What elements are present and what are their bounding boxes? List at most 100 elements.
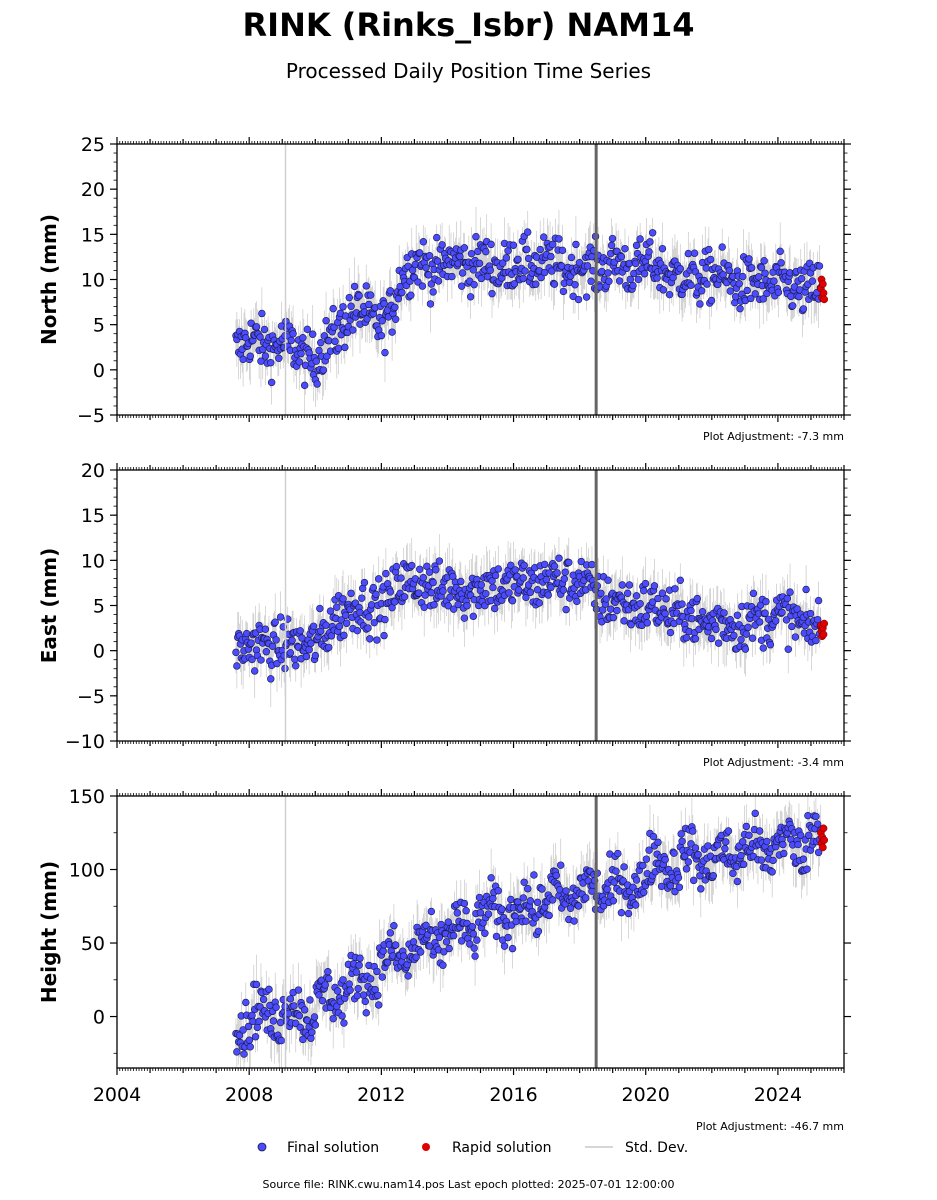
final-point — [311, 651, 320, 660]
final-point — [643, 619, 651, 627]
final-point — [305, 646, 313, 654]
final-point — [573, 597, 581, 606]
final-point — [688, 614, 696, 623]
final-point — [698, 287, 706, 295]
final-point — [276, 1018, 285, 1027]
final-point — [776, 247, 784, 256]
final-point — [739, 272, 747, 281]
final-point — [676, 576, 684, 585]
final-point — [372, 590, 380, 599]
final-point — [747, 264, 756, 272]
final-point — [813, 615, 822, 624]
final-point — [731, 298, 739, 307]
final-point — [607, 241, 616, 250]
final-point — [604, 269, 612, 277]
final-point — [548, 267, 556, 275]
final-point — [547, 583, 555, 592]
final-point — [549, 240, 557, 249]
final-point — [433, 233, 441, 242]
final-point — [416, 948, 425, 956]
final-point — [502, 254, 511, 262]
final-point — [388, 328, 396, 336]
final-point — [359, 991, 368, 999]
final-point — [267, 358, 275, 367]
final-point — [772, 617, 780, 625]
final-point — [454, 600, 462, 609]
final-point — [338, 1012, 346, 1020]
final-point — [648, 229, 657, 237]
final-point — [457, 937, 466, 945]
final-point — [540, 560, 549, 569]
plot-area — [232, 796, 829, 1068]
final-point — [437, 920, 445, 929]
final-point — [269, 1017, 278, 1025]
final-point — [404, 972, 412, 980]
final-point — [373, 636, 381, 644]
final-point — [653, 274, 661, 282]
final-point — [588, 560, 596, 569]
final-point — [375, 1001, 383, 1009]
final-point — [696, 300, 704, 308]
final-point — [482, 589, 490, 598]
final-point — [642, 612, 651, 620]
final-point — [295, 358, 304, 366]
final-point — [329, 1014, 337, 1023]
final-point — [324, 967, 332, 976]
final-point — [298, 634, 306, 642]
final-point — [239, 355, 247, 364]
final-point — [342, 619, 351, 627]
final-point — [615, 277, 624, 285]
final-point — [340, 631, 348, 640]
final-point — [645, 248, 653, 256]
final-point — [812, 636, 820, 645]
final-point — [808, 277, 817, 285]
final-point — [318, 997, 327, 1005]
final-point — [514, 255, 522, 264]
final-point — [477, 581, 486, 589]
final-point — [618, 581, 626, 589]
final-point — [350, 282, 359, 291]
final-point — [323, 352, 331, 360]
final-point — [621, 244, 629, 253]
final-point — [676, 264, 684, 273]
final-point — [252, 323, 261, 331]
final-point — [491, 571, 500, 580]
final-point — [349, 326, 357, 334]
final-point — [251, 667, 259, 675]
final-point — [519, 894, 527, 902]
final-point — [240, 1050, 248, 1058]
final-points — [232, 809, 825, 1058]
final-point — [774, 288, 783, 297]
final-point — [415, 589, 423, 597]
final-point — [400, 593, 409, 601]
final-point — [783, 594, 792, 603]
final-point — [289, 330, 297, 338]
final-point — [367, 601, 376, 609]
final-point — [277, 1036, 286, 1045]
final-point — [509, 241, 518, 249]
final-point — [620, 863, 628, 871]
final-point — [456, 252, 464, 261]
final-point — [786, 588, 794, 596]
final-point — [749, 589, 758, 598]
final-point — [366, 975, 375, 983]
final-point — [533, 586, 542, 594]
final-point — [382, 569, 390, 578]
final-point — [261, 352, 270, 360]
final-point — [747, 294, 755, 303]
final-point — [381, 348, 389, 357]
final-point — [547, 252, 555, 261]
final-point — [233, 662, 241, 670]
final-point — [416, 565, 424, 573]
final-point — [706, 255, 715, 264]
final-point — [555, 554, 563, 562]
final-point — [347, 302, 355, 310]
final-point — [743, 286, 751, 295]
final-point — [317, 338, 325, 347]
plot-area — [232, 206, 829, 414]
final-point — [444, 918, 453, 926]
final-point — [380, 631, 388, 640]
final-point — [566, 904, 575, 912]
panel-height: 2004 2008 2012 2016 2020 2024050100150Height … — [37, 786, 851, 1133]
